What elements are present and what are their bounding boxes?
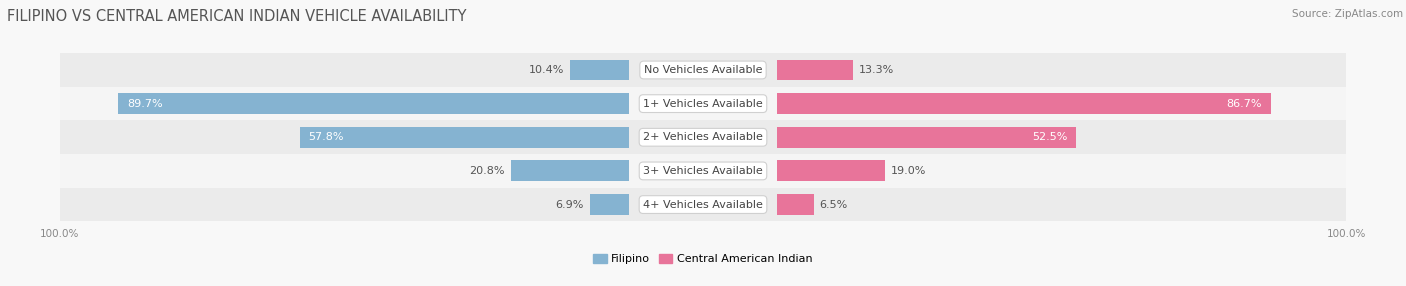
Text: 6.9%: 6.9% (555, 200, 583, 210)
Bar (778, 160, 886, 181)
Bar (59, 53, 1347, 87)
Bar (59, 120, 1347, 154)
Text: 52.5%: 52.5% (1032, 132, 1067, 142)
Text: No Vehicles Available: No Vehicles Available (644, 65, 762, 75)
Text: 6.5%: 6.5% (820, 200, 848, 210)
Text: FILIPINO VS CENTRAL AMERICAN INDIAN VEHICLE AVAILABILITY: FILIPINO VS CENTRAL AMERICAN INDIAN VEHI… (7, 9, 467, 23)
Bar (589, 194, 628, 215)
Bar (778, 194, 814, 215)
Text: 57.8%: 57.8% (308, 132, 344, 142)
Text: 86.7%: 86.7% (1226, 99, 1263, 109)
Text: Source: ZipAtlas.com: Source: ZipAtlas.com (1292, 9, 1403, 19)
Text: 20.8%: 20.8% (470, 166, 505, 176)
Bar (778, 59, 853, 80)
Bar (510, 160, 628, 181)
Bar (118, 93, 628, 114)
Bar (59, 154, 1347, 188)
Text: 1+ Vehicles Available: 1+ Vehicles Available (643, 99, 763, 109)
Bar (778, 93, 1271, 114)
Bar (299, 127, 628, 148)
Text: 13.3%: 13.3% (859, 65, 894, 75)
Text: 89.7%: 89.7% (127, 99, 163, 109)
Text: 3+ Vehicles Available: 3+ Vehicles Available (643, 166, 763, 176)
Text: 10.4%: 10.4% (529, 65, 564, 75)
Bar (569, 59, 628, 80)
Legend: Filipino, Central American Indian: Filipino, Central American Indian (589, 249, 817, 269)
Text: 4+ Vehicles Available: 4+ Vehicles Available (643, 200, 763, 210)
Bar (778, 127, 1076, 148)
Bar (59, 188, 1347, 221)
Bar (59, 87, 1347, 120)
Text: 19.0%: 19.0% (891, 166, 927, 176)
Text: 2+ Vehicles Available: 2+ Vehicles Available (643, 132, 763, 142)
